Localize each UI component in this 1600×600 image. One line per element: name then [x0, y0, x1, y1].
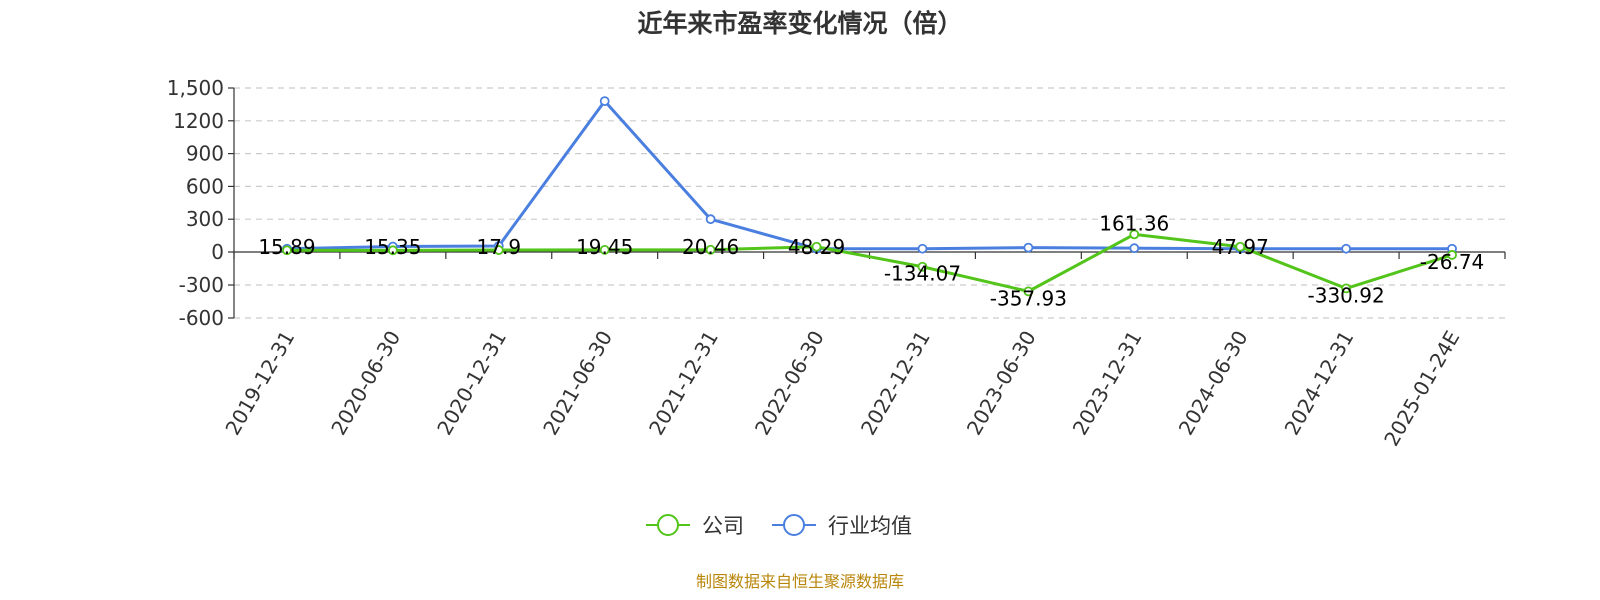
company-series-line	[286, 232, 1453, 293]
data-label: 19.45	[576, 235, 633, 259]
company-point	[387, 245, 398, 256]
company-point	[599, 244, 610, 255]
axes: -600 -300 0 300 600 900 1200 1,500 2019-12-31 202…	[167, 76, 1506, 451]
company-point	[1447, 250, 1457, 260]
industry-point	[917, 243, 928, 254]
industry-point	[705, 214, 716, 225]
x-tick-label: 2021-06-30	[538, 327, 617, 440]
x-tick-label: 2020-12-31	[432, 326, 511, 439]
data-label: 161.36	[1099, 211, 1169, 235]
legend-label: 公司	[702, 514, 744, 538]
data-label: 15.35	[364, 235, 421, 259]
industry-point	[599, 96, 610, 107]
y-tick-label: -300	[179, 273, 224, 297]
y-tick-label: 600	[186, 174, 224, 198]
company-point	[1023, 286, 1034, 297]
industry-point	[1023, 242, 1034, 253]
industry-point	[1341, 243, 1352, 254]
company-point	[1341, 283, 1352, 294]
company-point	[811, 241, 822, 252]
data-label: -330.92	[1308, 283, 1385, 307]
company-point	[705, 244, 716, 255]
data-label: -357.93	[990, 286, 1067, 310]
company-point	[282, 245, 292, 256]
data-label: -26.74	[1420, 250, 1484, 274]
legend-label: 行业均值	[828, 514, 912, 538]
x-tick-label: 2023-12-31	[1068, 327, 1147, 440]
y-tick-label: 900	[186, 142, 224, 166]
data-label: 15.89	[258, 235, 315, 259]
x-tick-label: 2020-06-30	[326, 327, 405, 440]
industry-point	[1129, 243, 1140, 254]
data-label: -134.07	[884, 262, 961, 286]
industry-series-line	[286, 99, 1453, 251]
legend-item-industry[interactable]: 行业均值	[772, 514, 912, 538]
x-tick-label: 2025-01-24E	[1379, 327, 1464, 451]
y-tick-label: 300	[186, 207, 224, 231]
data-labels: 15.89 15.35 17.9 19.45 20.46 48.29 -134.07 -357…	[258, 211, 1484, 310]
legend-item-company[interactable]: 公司	[646, 514, 744, 538]
legend-circle-icon	[657, 514, 679, 536]
y-tick-label: 1200	[173, 109, 224, 133]
x-tick-label: 2022-12-31	[856, 326, 935, 439]
company-point	[493, 245, 504, 255]
data-label: 47.97	[1212, 235, 1269, 259]
company-point	[917, 261, 928, 272]
y-tick-label: 0	[211, 240, 224, 264]
data-label: 20.46	[682, 235, 739, 259]
grid-lines	[234, 87, 1505, 319]
data-label: 17.9	[477, 235, 522, 259]
y-tick-label: -600	[179, 306, 224, 330]
x-tick-label: 2019-12-31	[220, 327, 299, 440]
x-tick-label: 2024-12-31	[1280, 327, 1359, 440]
series-lines	[282, 96, 1457, 297]
chart-title: 近年来市盈率变化情况（倍）	[637, 9, 962, 38]
legend[interactable]: 公司 行业均值	[646, 514, 912, 538]
x-tick-label: 2021-12-31	[644, 327, 723, 440]
data-label: 48.29	[788, 235, 845, 259]
company-point	[1129, 229, 1140, 240]
y-tick-label: 1,500	[167, 76, 224, 100]
source-note: 制图数据来自恒生聚源数据库	[696, 572, 904, 591]
x-tick-label: 2023-06-30	[962, 327, 1041, 440]
x-tick-label: 2022-06-30	[750, 327, 829, 440]
x-tick-label: 2024-06-30	[1174, 327, 1253, 440]
legend-circle-icon	[783, 514, 805, 536]
company-point	[1235, 241, 1246, 252]
